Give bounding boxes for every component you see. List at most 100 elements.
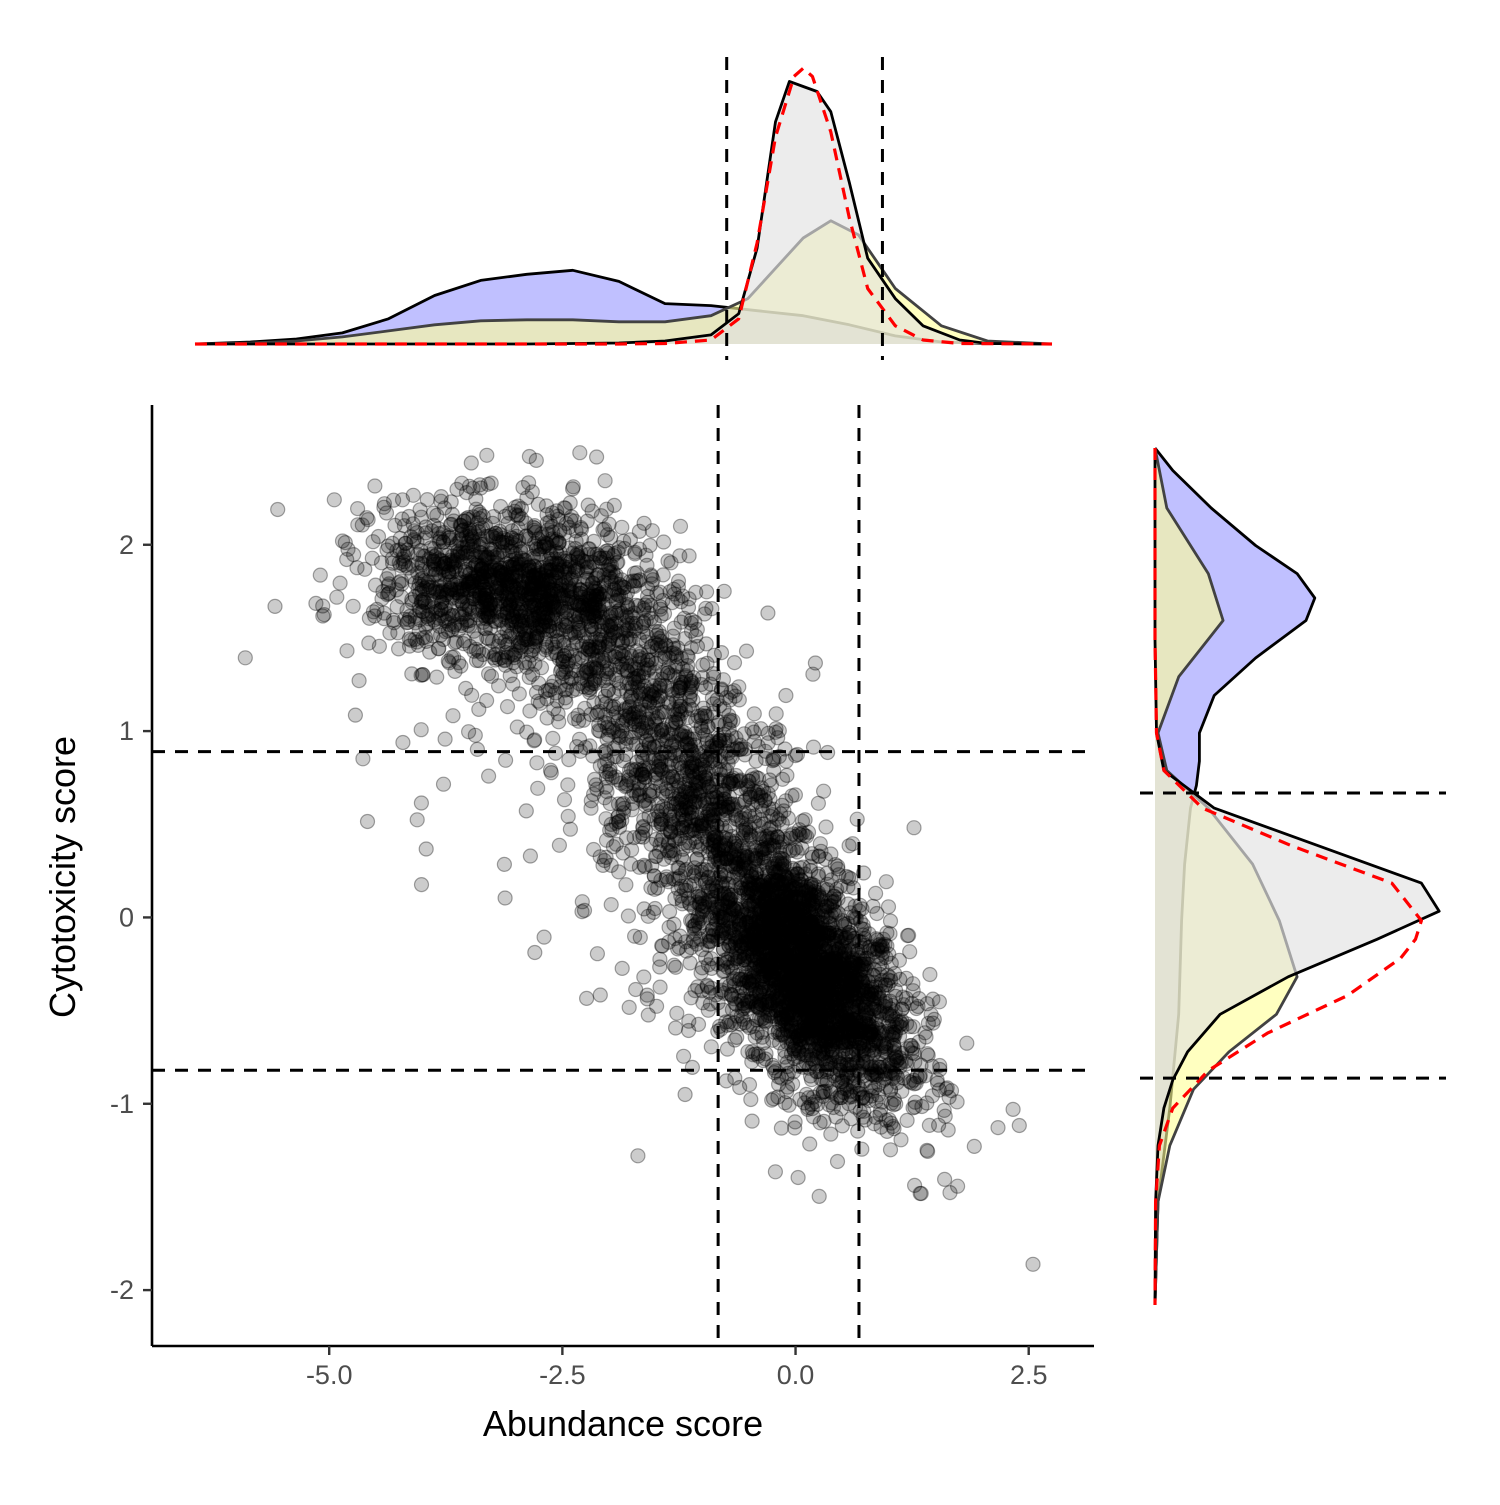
scatter-point [460, 591, 474, 605]
scatter-point [804, 946, 818, 960]
scatter-point [879, 875, 893, 889]
scatter-point [728, 1033, 742, 1047]
scatter-point [362, 611, 376, 625]
scatter-point [819, 820, 833, 834]
scatter-point [900, 1113, 914, 1127]
scatter-point [615, 520, 629, 534]
scatter-point [569, 524, 583, 538]
scatter-point [430, 508, 444, 522]
scatter-point [747, 707, 761, 721]
scatter-point [844, 1084, 858, 1098]
scatter-point [316, 609, 330, 623]
scatter-point [698, 706, 712, 720]
scatter-point [382, 577, 396, 591]
scatter-point [346, 599, 360, 613]
scatter-point [431, 586, 445, 600]
scatter-point [793, 923, 807, 937]
scatter-point [627, 566, 641, 580]
scatter-point [772, 1023, 786, 1037]
scatter-point [525, 615, 539, 629]
scatter-point [573, 446, 587, 460]
scatter-point [728, 656, 742, 670]
scatter-point [772, 724, 786, 738]
scatter-point [744, 1093, 758, 1107]
scatter-point [785, 960, 799, 974]
scatter-point [705, 961, 719, 975]
scatter-point [920, 1096, 934, 1110]
scatter-point [768, 1165, 782, 1179]
scatter-point [826, 1044, 840, 1058]
scatter-point [682, 549, 696, 563]
scatter-point [785, 789, 799, 803]
scatter-point [562, 753, 576, 767]
scatter-point [888, 1028, 902, 1042]
scatter-point [657, 535, 671, 549]
scatter-point [761, 606, 775, 620]
scatter-point [960, 1036, 974, 1050]
scatter-point [787, 1065, 801, 1079]
scatter-point [906, 1101, 920, 1115]
scatter-point [492, 613, 506, 627]
scatter-point [780, 768, 794, 782]
scatter-point [336, 534, 350, 548]
scatter-point [674, 519, 688, 533]
scatter-point [831, 1155, 845, 1169]
scatter-point [444, 603, 458, 617]
scatter-point [520, 602, 534, 616]
scatter-point [967, 1139, 981, 1153]
scatter-point [340, 644, 354, 658]
scatter-point [489, 580, 503, 594]
scatter-point [561, 778, 575, 792]
scatter-point [938, 1109, 952, 1123]
scatter-point [445, 507, 459, 521]
scatter-point [402, 632, 416, 646]
scatter-point [682, 592, 696, 606]
scatter-point [470, 632, 484, 646]
scatter-point [395, 577, 409, 591]
scatter-point [665, 596, 679, 610]
scatter-point [781, 811, 795, 825]
scatter-point [480, 448, 494, 462]
scatter-point [530, 756, 544, 770]
scatter-point [875, 1040, 889, 1054]
scatter-point [465, 688, 479, 702]
scatter-point [448, 636, 462, 650]
scatter-point [784, 1032, 798, 1046]
scatter-point [387, 616, 401, 630]
scatter-point [584, 801, 598, 815]
scatter-point [546, 731, 560, 745]
scatter-point [613, 603, 627, 617]
scatter-point [598, 522, 612, 536]
scatter-point [938, 1172, 952, 1186]
scatter-point [330, 590, 344, 604]
scatter-point [355, 518, 369, 532]
scatter-point [340, 553, 354, 567]
scatter-point [637, 516, 651, 530]
scatter-point [590, 450, 604, 464]
scatter-point [927, 1012, 941, 1026]
scatter-point [941, 1123, 955, 1137]
scatter-point [333, 576, 347, 590]
scatter-point [866, 899, 880, 913]
scatter-point [882, 900, 896, 914]
scatter-point [503, 598, 517, 612]
scatter-point [566, 480, 580, 494]
scatter-point [485, 669, 499, 683]
scatter-point [811, 796, 825, 810]
scatter-point [526, 667, 540, 681]
scatter-point [921, 1144, 935, 1158]
scatter-point [411, 566, 425, 580]
scatter-point [372, 530, 386, 544]
scatter-point [922, 1118, 936, 1132]
scatter-point [798, 813, 812, 827]
scatter-point [368, 479, 382, 493]
scatter-point [598, 474, 612, 488]
scatter-point [667, 917, 681, 931]
scatter-point [880, 1124, 894, 1138]
scatter-point [358, 562, 372, 576]
scatter-point [855, 1142, 869, 1156]
scatter-point [884, 914, 898, 928]
scatter-point [445, 555, 459, 569]
scatter-point [788, 1121, 802, 1135]
